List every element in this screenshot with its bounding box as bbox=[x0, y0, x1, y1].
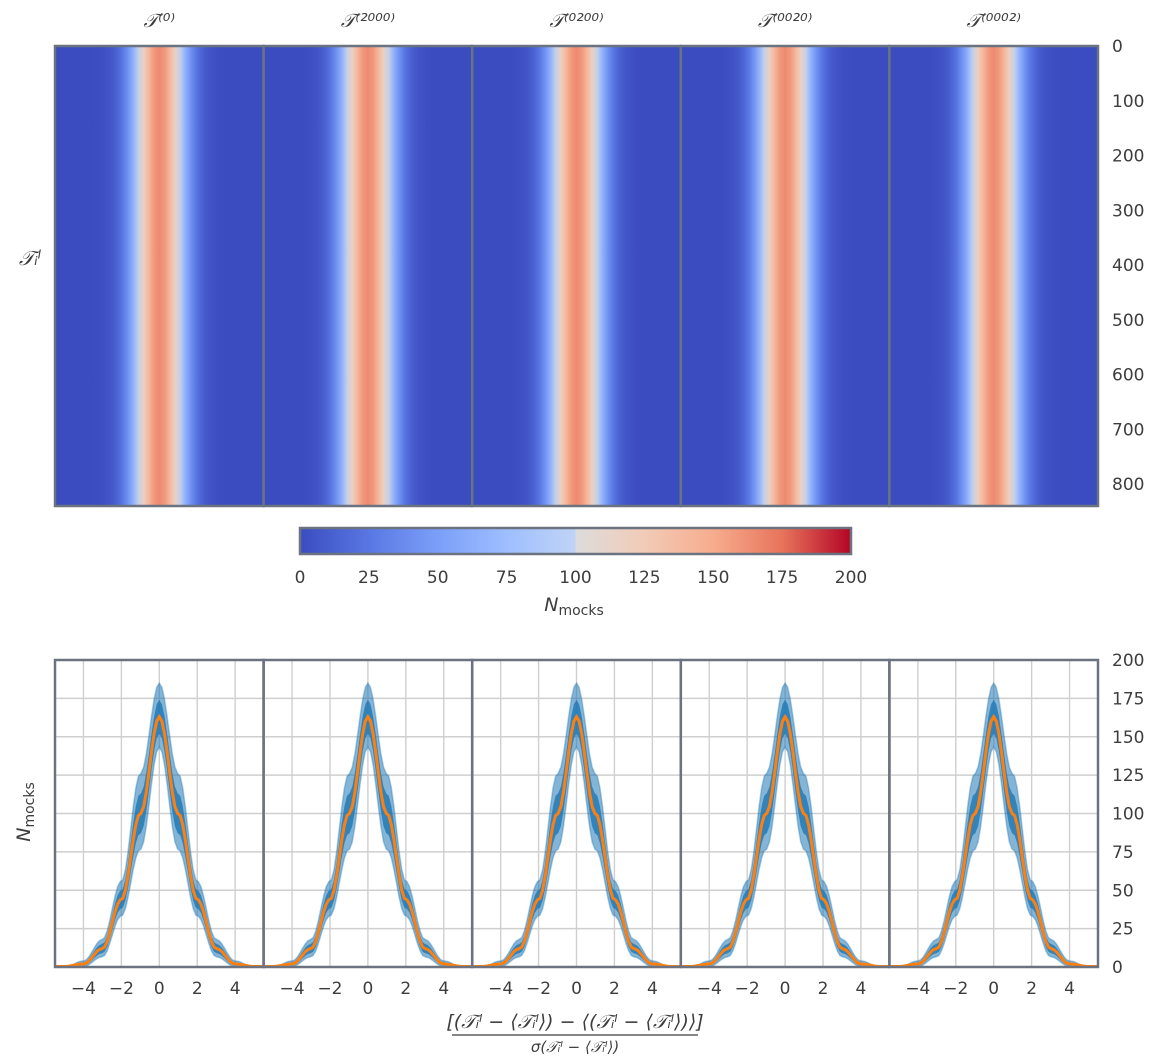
colorbar-tick-label: 150 bbox=[697, 568, 729, 588]
histogram-x-tick-label: 0 bbox=[571, 979, 582, 999]
histogram-x-tick-label: 2 bbox=[400, 979, 411, 999]
histogram-x-tick-label: 0 bbox=[988, 979, 999, 999]
heatmap-y-ticks: 0 100 200 300 400 500 600 700 800 bbox=[1112, 37, 1144, 495]
histogram-y-tick-label: 75 bbox=[1112, 843, 1134, 863]
panel-title-2: 𝒯⁽⁰²⁰⁰⁾ bbox=[549, 10, 603, 32]
histogram-y-ticks: 0 25 50 75 100 125 150 175 200 bbox=[1112, 651, 1144, 978]
histogram-x-tick-label: 4 bbox=[647, 979, 658, 999]
mean-curve-0 bbox=[55, 713, 264, 968]
histogram-x-tick-label: 2 bbox=[609, 979, 620, 999]
histogram-x-tick-label: −4 bbox=[71, 979, 96, 999]
mean-curve-1 bbox=[263, 713, 473, 968]
colorbar-tick-label: 25 bbox=[358, 568, 380, 588]
heatmap-y-tick-label: 800 bbox=[1112, 475, 1144, 495]
mean-curve-4 bbox=[889, 713, 1098, 968]
colorbar bbox=[298, 526, 853, 556]
histogram-x-tick-label: −4 bbox=[488, 979, 513, 999]
panel-title-3: 𝒯⁽⁰⁰²⁰⁾ bbox=[758, 10, 812, 32]
heatmap-y-tick-label: 700 bbox=[1112, 420, 1144, 440]
histogram-x-tick-label: 2 bbox=[192, 979, 203, 999]
panel-title-1: 𝒯⁽²⁰⁰⁰⁾ bbox=[341, 10, 395, 32]
histogram-x-tick-label: −2 bbox=[735, 979, 760, 999]
panel-titles: 𝒯⁽⁰⁾ 𝒯⁽²⁰⁰⁰⁾ 𝒯⁽⁰²⁰⁰⁾ 𝒯⁽⁰⁰²⁰⁾ 𝒯⁽⁰⁰⁰²⁾ bbox=[144, 10, 1021, 32]
colorbar-tick-label: 175 bbox=[766, 568, 798, 588]
panel-title-0: 𝒯⁽⁰⁾ bbox=[144, 10, 176, 32]
mean-curve-2 bbox=[472, 713, 681, 968]
heatmap-panel-frame-4 bbox=[888, 44, 1100, 508]
histogram-y-tick-label: 125 bbox=[1112, 766, 1144, 786]
colorbar-tick-label: 200 bbox=[835, 568, 867, 588]
x-label-numerator: [(𝒯ᵢˡ − ⟨𝒯ᵢˡ⟩) − ⟨(𝒯ᵢˡ − ⟨𝒯ᵢˡ⟩)⟩] bbox=[446, 1011, 703, 1033]
colorbar-label-main: N bbox=[544, 594, 558, 616]
heatmap-y-tick-label: 500 bbox=[1112, 311, 1144, 331]
heatmap-y-tick-label: 0 bbox=[1112, 37, 1123, 57]
heatmap-panel-2 bbox=[472, 46, 681, 506]
histogram-x-tick-label: 0 bbox=[154, 979, 165, 999]
colorbar-label-sub: mocks bbox=[558, 603, 603, 619]
heatmap-y-tick-label: 400 bbox=[1112, 256, 1144, 276]
histogram-x-tick-label: −4 bbox=[905, 979, 930, 999]
histogram-x-tick-label: −4 bbox=[697, 979, 722, 999]
colorbar-tick-label: 125 bbox=[628, 568, 660, 588]
heatmap-y-tick-label: 600 bbox=[1112, 366, 1144, 386]
histogram-panels bbox=[53, 658, 1100, 969]
x-label-denominator: σ(𝒯ᵢˡ − ⟨𝒯ᵢˡ⟩) bbox=[531, 1038, 619, 1056]
mean-curve-3 bbox=[680, 713, 890, 968]
histogram-x-tick-label: 0 bbox=[780, 979, 791, 999]
histogram-x-tick-label: 4 bbox=[1064, 979, 1075, 999]
histogram-x-tick-label: 2 bbox=[818, 979, 829, 999]
colorbar-tick-label: 0 bbox=[295, 568, 306, 588]
colorbar-tick-label: 50 bbox=[427, 568, 449, 588]
histogram-y-tick-label: 150 bbox=[1112, 728, 1144, 748]
histogram-x-tick-label: 4 bbox=[438, 979, 449, 999]
histogram-y-tick-label: 0 bbox=[1112, 958, 1123, 978]
heatmap-panel-4 bbox=[889, 46, 1098, 506]
heatmap-y-label: 𝒯ᵢˡ bbox=[19, 246, 42, 270]
histogram-x-tick-label: 4 bbox=[230, 979, 241, 999]
histogram-y-tick-label: 200 bbox=[1112, 651, 1144, 671]
histogram-x-tick-label: −2 bbox=[317, 979, 342, 999]
colorbar-label: Nmocks bbox=[544, 594, 604, 619]
histogram-y-label-sub: mocks bbox=[22, 782, 38, 827]
histogram-x-tick-label: −2 bbox=[526, 979, 551, 999]
heatmap-panel-0 bbox=[55, 46, 264, 506]
colorbar-tick-label: 100 bbox=[559, 568, 591, 588]
colorbar-tick-label: 75 bbox=[496, 568, 518, 588]
heatmap-panels bbox=[53, 44, 1100, 508]
histogram-x-tick-label: 2 bbox=[1026, 979, 1037, 999]
histogram-x-tick-label: 0 bbox=[362, 979, 373, 999]
colorbar-ticks: 0 25 50 75 100 125 150 175 200 bbox=[295, 568, 868, 588]
heatmap-y-tick-label: 100 bbox=[1112, 92, 1144, 112]
histogram-y-label-main: N bbox=[13, 828, 35, 842]
histogram-x-tick-label: −2 bbox=[943, 979, 968, 999]
panel-title-4: 𝒯⁽⁰⁰⁰²⁾ bbox=[967, 10, 1021, 32]
histogram-x-tick-label: 4 bbox=[856, 979, 867, 999]
histogram-x-ticks: −4 −2 0 2 4 −4 −2 0 2 4 −4 −2 0 2 4 −4 −2 0 2 4 −4 −2 0 2 4 bbox=[71, 979, 1075, 999]
histogram-y-tick-label: 25 bbox=[1112, 920, 1134, 940]
histogram-x-tick-label: −2 bbox=[109, 979, 134, 999]
histogram-y-tick-label: 100 bbox=[1112, 805, 1144, 825]
heatmap-panel-1 bbox=[263, 46, 473, 506]
heatmap-y-tick-label: 300 bbox=[1112, 201, 1144, 221]
histogram-y-label: Nmocks bbox=[13, 782, 38, 842]
histogram-y-tick-label: 175 bbox=[1112, 689, 1144, 709]
heatmap-y-tick-label: 200 bbox=[1112, 147, 1144, 167]
histogram-x-tick-label: −4 bbox=[280, 979, 305, 999]
histogram-panel-frame-4 bbox=[888, 658, 1100, 969]
histogram-y-tick-label: 50 bbox=[1112, 881, 1134, 901]
heatmap-panel-3 bbox=[680, 46, 890, 506]
